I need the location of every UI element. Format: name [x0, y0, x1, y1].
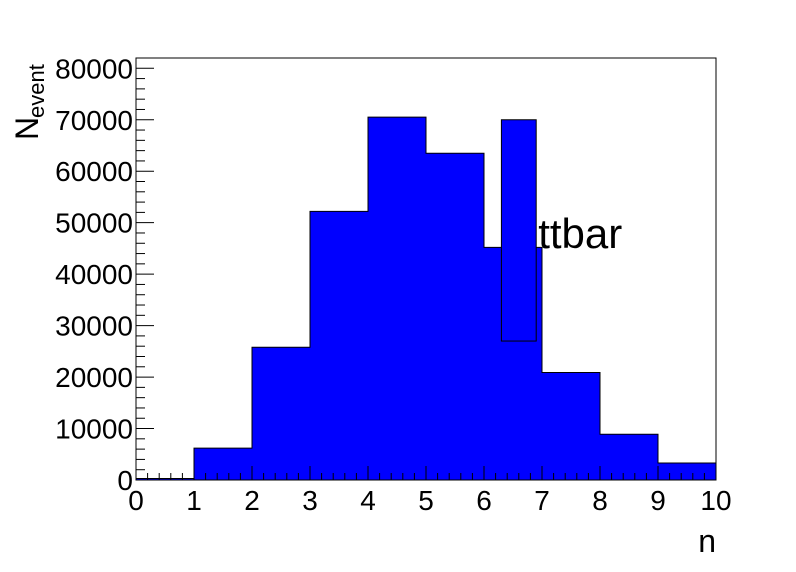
- histogram-bar-5: [426, 153, 484, 480]
- histogram-bar-4: [368, 117, 426, 481]
- legend-label: ttbar: [538, 210, 622, 257]
- y-tick-label: 70000: [55, 105, 133, 136]
- histogram-bar-8: [600, 434, 658, 480]
- x-tick-label: 3: [302, 485, 318, 516]
- x-tick-label: 6: [476, 485, 492, 516]
- legend-box: [500, 119, 537, 342]
- histogram-bars: [135, 116, 717, 481]
- histogram-bar-2: [252, 347, 310, 480]
- x-tick-label: 7: [534, 485, 550, 516]
- y-tick-label: 40000: [55, 259, 133, 290]
- histogram-bar-9: [658, 463, 716, 480]
- x-tick-label: 5: [418, 485, 434, 516]
- y-axis-label-sub: event: [24, 64, 49, 118]
- histogram-outline: [135, 116, 717, 480]
- x-tick-label: 8: [592, 485, 608, 516]
- x-tick-label: 10: [700, 485, 731, 516]
- y-tick-label: 30000: [55, 311, 133, 342]
- axis-ticks: [135, 57, 717, 481]
- y-tick-label: 60000: [55, 156, 133, 187]
- histogram-bar-0: [136, 478, 194, 480]
- y-axis-label-main: N: [9, 117, 45, 140]
- y-axis-label: N event: [9, 64, 49, 140]
- histogram-bar-1: [194, 448, 252, 480]
- y-tick-label: 20000: [55, 362, 133, 393]
- histogram-bar-3: [310, 211, 368, 481]
- y-tick-label: 80000: [55, 53, 133, 84]
- y-tick-label: 50000: [55, 208, 133, 239]
- histogram-bar-7: [542, 372, 600, 480]
- x-tick-label: 1: [186, 485, 202, 516]
- x-tick-label: 0: [128, 485, 144, 516]
- x-tick-label: 9: [650, 485, 666, 516]
- y-tick-label: 0: [117, 465, 133, 496]
- x-tick-label: 2: [244, 485, 260, 516]
- x-axis-label: n: [698, 523, 716, 559]
- x-tick-label: 4: [360, 485, 376, 516]
- tick-labels: 0 1 2 3 4 5 6 7 8 9 10 0 10000 20000 30000 40000 50000 60…: [55, 53, 731, 516]
- y-tick-label: 10000: [55, 414, 133, 445]
